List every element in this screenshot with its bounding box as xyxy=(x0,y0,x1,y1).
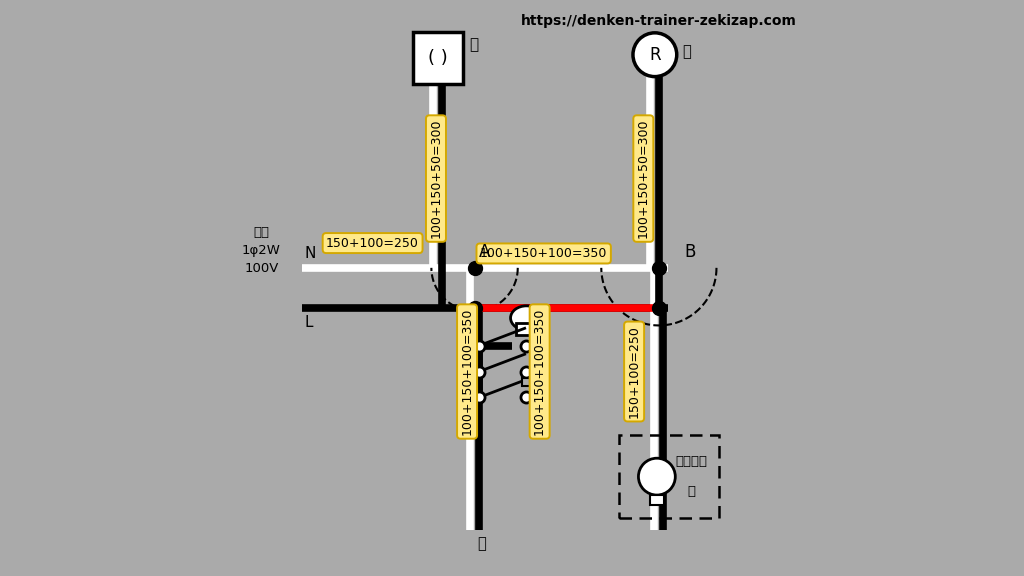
Text: https://denken-trainer-zekizap.com: https://denken-trainer-zekizap.com xyxy=(521,14,797,28)
Text: A: A xyxy=(479,243,490,261)
Text: 150+100=250: 150+100=250 xyxy=(327,237,419,249)
Text: 100+150+100=350: 100+150+100=350 xyxy=(534,308,546,435)
Bar xyxy=(618,435,720,518)
Text: 100+150+100=350: 100+150+100=350 xyxy=(461,308,473,435)
Text: ロ: ロ xyxy=(534,365,542,378)
Text: N: N xyxy=(305,246,316,261)
Text: ハ: ハ xyxy=(687,485,695,498)
Text: イ: イ xyxy=(534,339,542,353)
Text: 電源
1φ2W
100V: 電源 1φ2W 100V xyxy=(242,226,281,275)
Circle shape xyxy=(633,33,677,77)
Text: R: R xyxy=(649,46,660,64)
Text: ( ): ( ) xyxy=(428,48,447,67)
Ellipse shape xyxy=(511,306,543,330)
Text: イ: イ xyxy=(469,37,478,52)
Circle shape xyxy=(638,458,675,495)
Text: 100+150+100=350: 100+150+100=350 xyxy=(480,247,607,260)
Text: 100+150+50=300: 100+150+50=300 xyxy=(429,119,442,238)
Bar xyxy=(522,378,529,386)
Text: ハ: ハ xyxy=(477,536,486,551)
Text: 100+150+50=300: 100+150+50=300 xyxy=(637,119,650,238)
Text: ハ: ハ xyxy=(534,391,542,404)
Bar xyxy=(650,495,664,506)
Text: 施工省略: 施工省略 xyxy=(675,455,708,468)
Text: B: B xyxy=(685,243,696,261)
Bar xyxy=(516,323,537,335)
Text: L: L xyxy=(305,315,313,330)
Bar xyxy=(413,32,463,84)
Text: ロ: ロ xyxy=(683,44,691,59)
Text: 150+100=250: 150+100=250 xyxy=(628,325,641,418)
